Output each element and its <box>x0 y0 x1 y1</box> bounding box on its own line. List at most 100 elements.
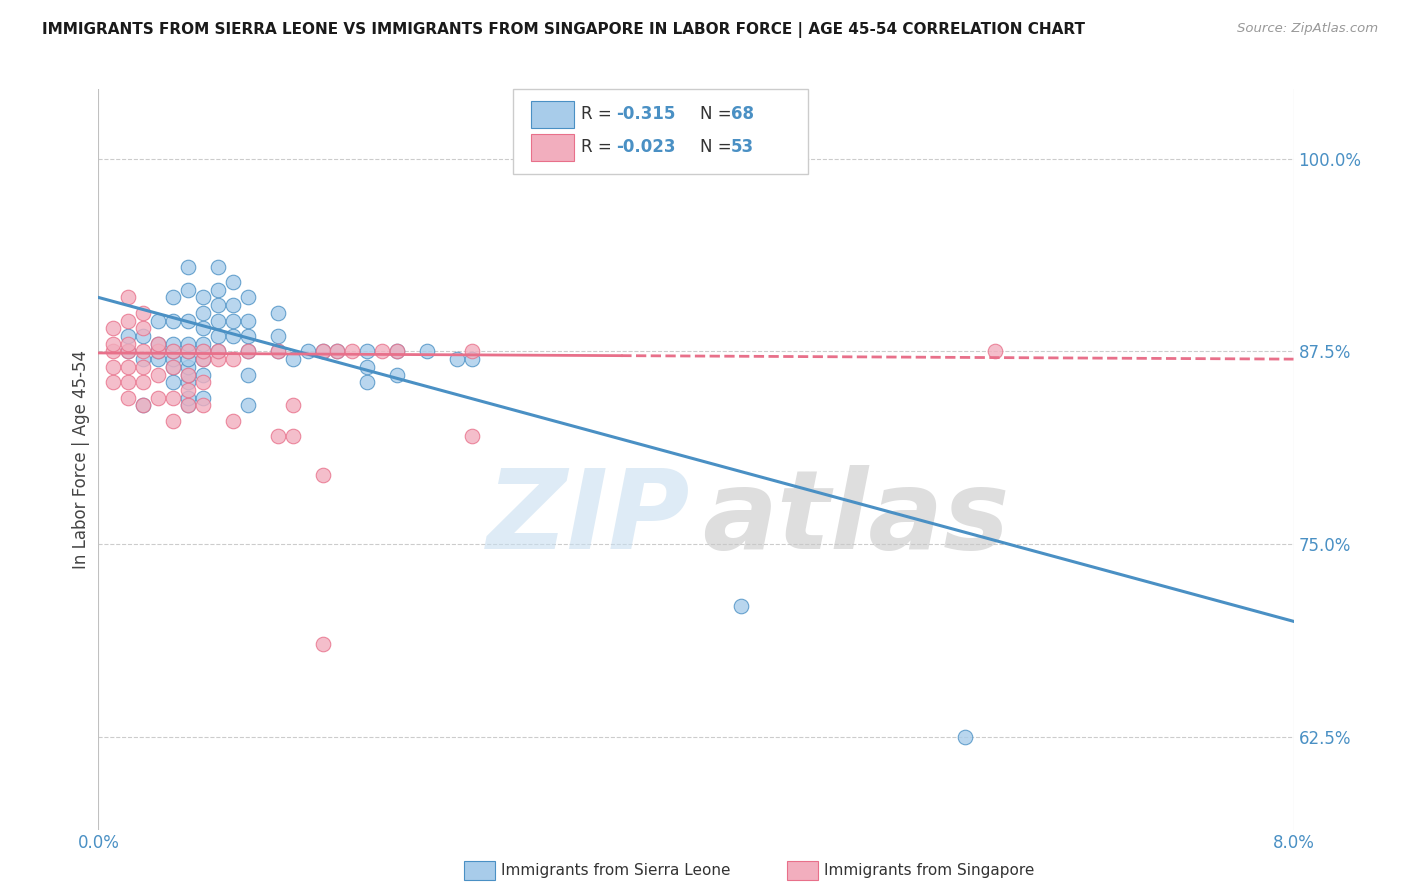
Point <box>162 359 184 374</box>
Point <box>236 398 259 412</box>
Point <box>416 344 439 359</box>
Point <box>162 336 184 351</box>
Point <box>177 336 200 351</box>
Point <box>222 414 245 428</box>
Point <box>148 391 170 405</box>
Point <box>222 313 245 327</box>
Point <box>148 344 170 359</box>
Point <box>132 352 155 367</box>
Point <box>132 344 155 359</box>
Point <box>267 329 290 343</box>
Point <box>177 383 200 397</box>
Point <box>177 352 200 367</box>
Point <box>953 730 976 744</box>
Point <box>371 344 394 359</box>
Point <box>162 344 184 359</box>
Text: atlas: atlas <box>702 465 1010 572</box>
Point <box>117 376 139 390</box>
Text: 68: 68 <box>731 105 754 123</box>
Point <box>177 368 200 382</box>
Point <box>162 414 184 428</box>
Text: -0.315: -0.315 <box>616 105 675 123</box>
Point <box>326 344 349 359</box>
Point <box>297 344 319 359</box>
Point <box>191 352 214 367</box>
Point <box>207 344 229 359</box>
Point <box>177 344 200 359</box>
Point <box>177 344 200 359</box>
Point <box>132 398 155 412</box>
Point <box>191 376 214 390</box>
Point <box>281 429 304 443</box>
Point <box>148 352 170 367</box>
Text: R =: R = <box>581 105 617 123</box>
Point <box>103 376 125 390</box>
Point <box>207 329 229 343</box>
Point <box>132 398 155 412</box>
Point <box>356 376 378 390</box>
Point <box>207 313 229 327</box>
Point <box>236 344 259 359</box>
Point <box>207 352 229 367</box>
Point <box>117 313 139 327</box>
Point <box>191 344 214 359</box>
Point <box>222 329 245 343</box>
Point <box>177 391 200 405</box>
Point <box>132 306 155 320</box>
Point <box>385 344 409 359</box>
Point <box>177 313 200 327</box>
Point <box>461 429 484 443</box>
Point <box>385 368 409 382</box>
Point <box>177 376 200 390</box>
Point <box>132 321 155 335</box>
Text: IMMIGRANTS FROM SIERRA LEONE VS IMMIGRANTS FROM SINGAPORE IN LABOR FORCE | AGE 4: IMMIGRANTS FROM SIERRA LEONE VS IMMIGRAN… <box>42 22 1085 38</box>
Text: Source: ZipAtlas.com: Source: ZipAtlas.com <box>1237 22 1378 36</box>
Point <box>177 283 200 297</box>
Point <box>730 599 752 613</box>
Point <box>281 398 304 412</box>
Point <box>222 298 245 312</box>
Point <box>132 329 155 343</box>
Point <box>191 290 214 304</box>
Text: Immigrants from Singapore: Immigrants from Singapore <box>824 863 1035 878</box>
Point <box>103 359 125 374</box>
Point <box>191 352 214 367</box>
Point <box>236 329 259 343</box>
Point <box>103 321 125 335</box>
Point <box>222 275 245 289</box>
Point <box>191 398 214 412</box>
Point <box>267 429 290 443</box>
Point <box>222 352 245 367</box>
Point <box>385 344 409 359</box>
Point <box>162 344 184 359</box>
Point <box>148 368 170 382</box>
Point <box>191 391 214 405</box>
Point <box>162 376 184 390</box>
Point <box>117 336 139 351</box>
Point <box>148 336 170 351</box>
Point <box>177 398 200 412</box>
Point <box>207 344 229 359</box>
Point <box>342 344 364 359</box>
Point <box>117 391 139 405</box>
Text: R =: R = <box>581 138 617 156</box>
Point <box>117 344 139 359</box>
Point <box>162 290 184 304</box>
Point <box>207 283 229 297</box>
Text: Immigrants from Sierra Leone: Immigrants from Sierra Leone <box>501 863 730 878</box>
Text: N =: N = <box>700 138 737 156</box>
Point <box>132 359 155 374</box>
Point <box>162 352 184 367</box>
Point <box>267 344 290 359</box>
Point <box>177 398 200 412</box>
Point <box>117 290 139 304</box>
Text: N =: N = <box>700 105 737 123</box>
Point <box>311 467 333 482</box>
Point <box>236 344 259 359</box>
Point <box>177 368 200 382</box>
Point <box>267 306 290 320</box>
Point <box>461 352 484 367</box>
Point <box>236 290 259 304</box>
Point <box>236 313 259 327</box>
Y-axis label: In Labor Force | Age 45-54: In Labor Force | Age 45-54 <box>72 350 90 569</box>
